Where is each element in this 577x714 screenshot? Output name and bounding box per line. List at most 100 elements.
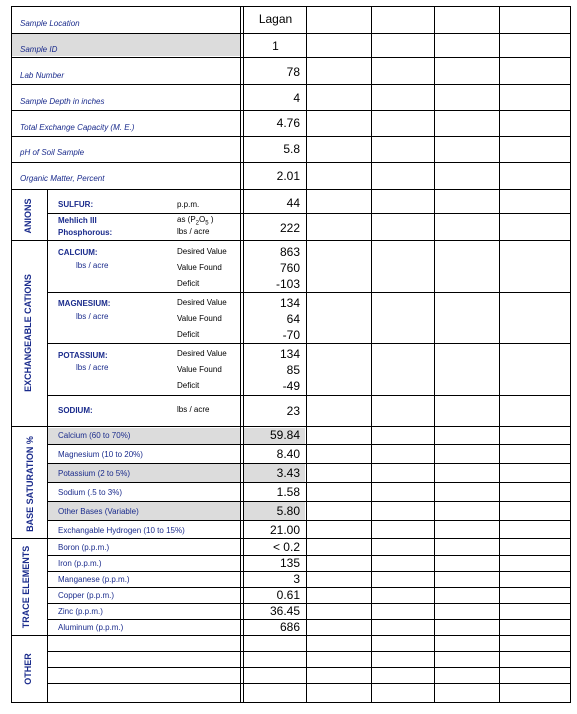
magnesium-label: MAGNESIUM: — [58, 299, 111, 308]
sample-id-value: 1 — [272, 39, 279, 53]
te-row-label: Manganese (p.p.m.) — [58, 575, 130, 584]
ph-value: 5.8 — [283, 142, 300, 156]
hline-te-5 — [48, 619, 571, 620]
calcium-deficit-value: -103 — [275, 277, 300, 291]
tec-label: Total Exchange Capacity (M. E.) — [20, 123, 135, 132]
te-row-value: < 0.2 — [272, 540, 300, 554]
hline-te-end — [11, 635, 571, 636]
potassium-label: POTASSIUM: — [58, 351, 108, 360]
anions-section-label: ANIONS — [23, 198, 33, 234]
bs-row-value: 5.80 — [276, 504, 300, 518]
hline-5 — [11, 136, 571, 137]
sulfur-label: SULFUR: — [58, 200, 94, 209]
potassium-deficit-value: -49 — [282, 379, 300, 393]
bs-row-value: 21.00 — [269, 523, 300, 537]
trace-elements-section-label: TRACE ELEMENTS — [21, 545, 31, 629]
frame-left — [11, 6, 12, 703]
potassium-desired-label: Desired Value — [177, 349, 227, 358]
magnesium-unit: lbs / acre — [76, 312, 109, 321]
bs-row-value: 1.58 — [276, 485, 300, 499]
phosphorous-sub-2: 2 — [195, 220, 200, 227]
calcium-unit: lbs / acre — [76, 261, 109, 270]
magnesium-found-value: 64 — [286, 312, 300, 326]
calcium-deficit-label: Deficit — [177, 279, 200, 288]
sulfur-unit: p.p.m. — [177, 200, 200, 209]
hline-anions-end — [11, 240, 571, 241]
sample-id-label: Sample ID — [20, 45, 58, 54]
hline-7 — [11, 189, 571, 190]
section-col-sep — [47, 190, 48, 703]
base-saturation-section-label: BASE SATURATION % — [25, 436, 35, 532]
mehlich-label: Mehlich III — [58, 216, 97, 225]
potassium-deficit-label: Deficit — [177, 381, 200, 390]
sample-depth-label: Sample Depth in inches — [20, 97, 105, 106]
organic-value: 2.01 — [276, 169, 300, 183]
col-sep-1 — [306, 6, 307, 703]
hline-cat-2 — [48, 343, 571, 344]
shade-calcium — [48, 428, 241, 444]
magnesium-found-label: Value Found — [177, 314, 222, 323]
te-row-value: 0.61 — [276, 588, 300, 602]
potassium-desired-value: 134 — [279, 347, 300, 361]
te-row-label: Boron (p.p.m.) — [58, 543, 110, 552]
te-row-value: 36.45 — [269, 604, 300, 618]
hline-bs-3 — [48, 482, 571, 483]
bs-row-value: 59.84 — [269, 428, 300, 442]
divider-b — [243, 6, 244, 703]
hline-oth-2 — [48, 667, 571, 668]
calcium-found-value: 760 — [279, 261, 300, 275]
bs-row-label: Potassium (2 to 5%) — [58, 469, 131, 478]
magnesium-deficit-value: -70 — [282, 328, 300, 342]
te-row-label: Aluminum (p.p.m.) — [58, 623, 124, 632]
calcium-label: CALCIUM: — [58, 248, 98, 257]
phosphorous-unit-2: lbs / acre — [177, 227, 210, 236]
shade-val-potassium — [244, 464, 305, 482]
phosphorous-unit-close: ) — [208, 215, 214, 224]
hline-bs-5 — [48, 520, 571, 521]
lab-number-value: 78 — [286, 65, 300, 79]
bs-row-value: 3.43 — [276, 466, 300, 480]
cations-section-label: EXCHANGEABLE CATIONS — [23, 274, 33, 392]
magnesium-desired-label: Desired Value — [177, 298, 227, 307]
magnesium-deficit-label: Deficit — [177, 330, 200, 339]
hline-bs-2 — [48, 463, 571, 464]
bs-row-label: Exchangable Hydrogen (10 to 15%) — [58, 526, 185, 535]
bs-row-label: Sodium (.5 to 3%) — [58, 488, 123, 497]
te-row-value: 686 — [279, 620, 300, 634]
hline-cat-1 — [48, 292, 571, 293]
other-section-label: OTHER — [23, 653, 33, 685]
calcium-desired-value: 863 — [279, 245, 300, 259]
potassium-unit: lbs / acre — [76, 363, 109, 372]
sample-id-shade — [12, 34, 241, 56]
hline-2 — [11, 57, 571, 58]
tec-value: 4.76 — [276, 116, 300, 130]
hline-te-3 — [48, 587, 571, 588]
sample-location-label: Sample Location — [20, 19, 80, 28]
shade-val-other-bases — [244, 502, 305, 520]
sample-depth-value: 4 — [293, 91, 300, 105]
hline-te-4 — [48, 603, 571, 604]
hline-bs-4 — [48, 501, 571, 502]
organic-label: Organic Matter, Percent — [20, 174, 105, 183]
bs-row-label: Other Bases (Variable) — [58, 507, 139, 516]
sodium-unit: lbs / acre — [177, 405, 210, 414]
hline-6 — [11, 162, 571, 163]
ph-label: pH of Soil Sample — [20, 148, 85, 157]
hline-cat-3 — [48, 395, 571, 396]
hline-1 — [11, 33, 571, 34]
shade-val-calcium — [244, 428, 305, 444]
shade-potassium — [48, 464, 241, 482]
sulfur-value: 44 — [286, 196, 300, 210]
hline-anions-mid — [48, 213, 571, 214]
bs-row-label: Magnesium (10 to 20%) — [58, 450, 143, 459]
lab-number-label: Lab Number — [20, 71, 65, 80]
magnesium-desired-value: 134 — [279, 296, 300, 310]
hline-oth-1 — [48, 651, 571, 652]
phosphorous-sub-5: 5 — [205, 220, 209, 227]
te-row-value: 135 — [279, 556, 300, 570]
te-row-label: Zinc (p.p.m.) — [58, 607, 103, 616]
divider-a — [240, 6, 241, 703]
potassium-found-value: 85 — [286, 363, 300, 377]
te-row-label: Iron (p.p.m.) — [58, 559, 102, 568]
